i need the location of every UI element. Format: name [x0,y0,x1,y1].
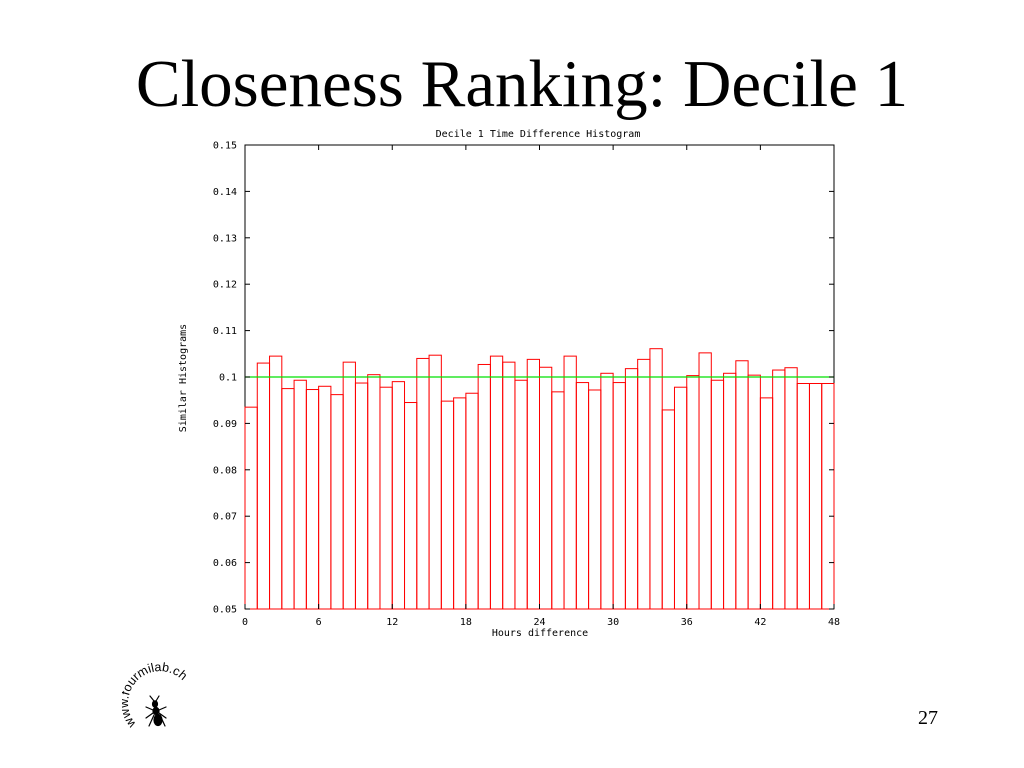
x-tick-label: 6 [316,617,322,628]
histogram-bar [686,375,700,610]
histogram-bar [710,379,725,610]
histogram-bar [808,382,823,610]
histogram-bar [416,357,430,610]
histogram-bar [624,368,639,610]
histogram-bar [759,397,774,610]
y-tick-label: 0.07 [213,512,237,523]
histogram-bar [514,379,528,610]
histogram-bar [477,363,491,610]
histogram-bar [293,379,307,610]
histogram-bar [575,382,590,610]
histogram-bar [588,389,602,610]
histogram-bar [772,369,786,610]
histogram-bar [318,385,332,610]
histogram-bar [489,355,504,610]
histogram-bar [502,361,516,610]
histogram-bar [661,409,675,610]
x-tick-label: 30 [607,617,619,628]
y-tick-label: 0.11 [213,326,237,337]
x-tick-label: 18 [460,617,472,628]
histogram-bar [600,372,614,610]
y-tick-label: 0.1 [219,373,237,384]
histogram-bar [698,352,712,610]
histogram-bar [440,400,455,610]
histogram-bar [821,382,835,610]
histogram-bar [465,392,479,610]
histogram-bar [526,358,541,610]
histogram-bar [649,348,663,610]
histogram-bar [784,367,798,610]
x-axis-label: Hours difference [492,628,588,639]
y-tick-label: 0.13 [213,233,237,244]
y-tick-label: 0.12 [213,280,237,291]
histogram-bar [391,381,406,610]
x-tick-label: 12 [386,617,398,628]
histogram-bar [404,402,418,610]
histogram-bar [379,386,393,610]
x-axis-ticks: 0 6 12 18 24 30 36 42 48 [242,145,840,628]
histogram-bar [673,386,688,610]
chart-title: Decile 1 Time Difference Histogram [436,129,641,140]
x-tick-label: 24 [533,617,545,628]
histogram-bar [269,355,283,610]
page-number: 27 [918,707,938,729]
histogram-bar [612,382,626,610]
ant-icon [145,695,167,727]
histogram-bar [539,366,553,610]
histogram-bar [453,397,467,610]
histogram-bar [723,372,737,610]
histogram-bar [244,406,258,610]
x-tick-label: 36 [681,617,693,628]
histogram-bar [256,362,271,610]
x-tick-label: 48 [828,617,840,628]
histogram-bar [747,374,761,610]
histogram-bar [428,354,442,610]
histogram-bar [563,355,577,610]
histogram-bar [281,388,295,610]
histogram-bar [796,382,810,610]
histogram-bar [342,361,356,610]
y-tick-label: 0.06 [213,558,237,569]
histogram-bar [305,389,320,610]
histogram-bar [354,382,369,610]
bars-group [244,348,835,610]
y-axis-label: Similar Histograms [178,324,189,432]
y-tick-label: 0.08 [213,465,237,476]
histogram-bar [637,358,651,610]
histogram-bar [330,394,344,610]
slide-title: Closeness Ranking: Decile 1 [135,47,909,121]
y-tick-label: 0.15 [213,141,237,152]
y-axis-ticks: 0.05 0.06 0.07 0.08 0.09 0.1 0.11 0.12 0.13 0.14 0… [213,141,834,616]
x-tick-label: 0 [242,617,248,628]
y-tick-label: 0.14 [213,187,237,198]
histogram-bar [551,391,565,610]
x-tick-label: 42 [754,617,766,628]
histogram-bar [367,374,381,610]
y-tick-label: 0.05 [213,605,237,616]
y-tick-label: 0.09 [213,419,237,430]
histogram-bar [735,360,749,610]
fourmilab-logo: www.fourmilab.ch [117,660,202,740]
